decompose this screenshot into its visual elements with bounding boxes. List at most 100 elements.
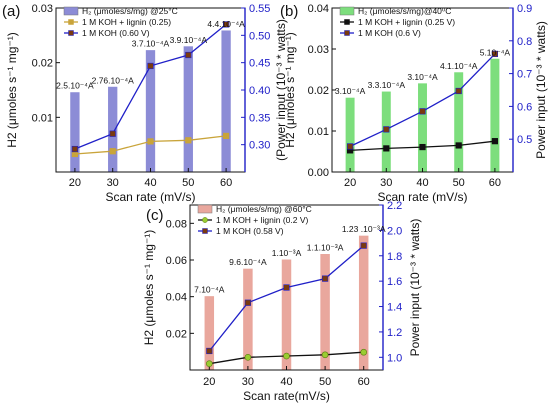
legend-label-series-1: 1 M KOH (0.58 V) — [216, 226, 284, 236]
x-tick-label: 60 — [489, 177, 501, 189]
legend-label-series-1: 1 M KOH (0.60 V) — [82, 28, 150, 38]
y-right-tick-label: 0.6 — [517, 101, 532, 113]
y-right-tick-label: 1.8 — [387, 251, 402, 263]
y-tick-label: 0.04 — [308, 3, 329, 15]
y-tick-label: 0.02 — [32, 58, 53, 70]
y-right-tick-label: 0.7 — [517, 69, 532, 81]
bar-20 — [345, 97, 355, 173]
bar-annotation: 4.4.10⁻⁴A — [207, 19, 245, 29]
bar-annotation: 2.76.10⁻⁴A — [92, 75, 134, 85]
legend-label-series-0: 1 M KOH + lignin (0.2 V) — [216, 215, 309, 225]
y-right-tick-label: 1.2 — [387, 327, 402, 339]
legend-label-bars: H₂ (μmoles/s/mg) @25°C — [82, 6, 178, 16]
series-point — [283, 352, 290, 360]
legend-marker — [202, 217, 208, 223]
y-tick-label: 0.03 — [308, 44, 329, 56]
series-point — [455, 142, 462, 149]
series-point — [185, 137, 192, 144]
panel-label: (a) — [2, 3, 20, 20]
bar-50 — [183, 46, 193, 173]
x-tick-label: 30 — [380, 177, 392, 189]
series-point — [383, 126, 390, 133]
y-tick-label: 0.04 — [166, 292, 187, 304]
bar-annotation: 3.10⁻⁴A — [335, 86, 366, 96]
bar-annotation: 9.6.10⁻⁴A — [229, 257, 267, 267]
legend-marker — [344, 19, 350, 25]
y-right-tick-label: 1.0 — [387, 352, 402, 364]
x-tick-label: 50 — [453, 177, 465, 189]
y-tick-label: 0.08 — [166, 218, 187, 230]
bar-annotation: 3.7.10⁻⁴A — [132, 39, 170, 49]
series-point — [346, 143, 354, 150]
y-right-tick-label: 0.35 — [249, 112, 270, 124]
y-right-tick-label: 1.6 — [387, 276, 402, 288]
x-axis-title: Scan rate (mV/s) — [105, 190, 195, 204]
x-tick-label: 20 — [344, 177, 356, 189]
y-right-tick-label: 2.0 — [387, 225, 402, 237]
y-right-axis-title: Power input (10⁻³ * watts) — [534, 21, 548, 159]
y-right-tick-label: 0.50 — [249, 30, 270, 42]
bar-40 — [418, 83, 427, 173]
y-right-tick-label: 0.45 — [249, 58, 270, 70]
series-point — [419, 108, 426, 115]
legend-marker — [202, 228, 208, 234]
y-right-tick-label: 2.2 — [387, 200, 402, 212]
bar-annotation: 4.1.10⁻⁴A — [440, 61, 478, 71]
x-tick-label: 20 — [69, 177, 81, 189]
bar-60 — [490, 58, 500, 173]
series-point — [244, 299, 252, 306]
series-point — [244, 354, 252, 361]
y-tick-label: 0.03 — [32, 3, 53, 15]
bar-annotation: 2.5.10⁻⁴A — [56, 81, 94, 91]
bar-annotation: 7.10⁻⁴A — [194, 285, 225, 295]
bar-20 — [70, 92, 80, 173]
x-axis-title: Scan rate(mV/s) — [243, 389, 330, 403]
series-point — [419, 143, 426, 151]
series-point — [206, 347, 213, 355]
series-point — [321, 275, 329, 282]
y-right-tick-label: 0.9 — [517, 3, 532, 15]
y-axis-title: H2 (μmoles s⁻¹ mg⁻¹) — [5, 32, 19, 148]
legend-marker — [68, 30, 74, 36]
y-tick-label: 0.06 — [166, 255, 187, 267]
x-tick-label: 60 — [220, 177, 232, 189]
bar-annotation: 3.9.10⁻⁴A — [170, 35, 208, 45]
y-tick-label: 0.02 — [166, 328, 187, 340]
bar-annotation: 1.10⁻³A — [272, 248, 302, 258]
legend-label-bars: H₂ (μmoles/s/mg) @60°C — [216, 204, 312, 214]
series-point — [206, 360, 213, 367]
x-tick-label: 40 — [144, 177, 156, 189]
x-tick-label: 40 — [280, 376, 292, 388]
legend-marker — [344, 30, 350, 36]
series-point — [147, 138, 154, 145]
y-right-tick-label: 0.30 — [249, 140, 270, 152]
bar-60 — [221, 30, 231, 173]
panel-b: 20 30 40 50 60 Scan rate (mV/s) 0.00 0.01 0.02 0.… — [280, 3, 548, 204]
y-axis-title: H2 (μmoles s⁻¹ mg⁻¹) — [142, 230, 156, 346]
series-point — [283, 284, 290, 291]
x-tick-label: 50 — [182, 177, 194, 189]
legend-label-series-0: 1 M KOH + lignin (0.25) — [82, 17, 171, 27]
x-tick-label: 30 — [242, 376, 254, 388]
series-point — [223, 21, 230, 28]
y-right-tick-label: 1.4 — [387, 302, 402, 314]
y-right-tick-label: 0.40 — [249, 85, 270, 97]
y-right-axis-title: (Power input (10⁻³ * watts) — [274, 19, 288, 161]
y-right-tick-label: 0.55 — [249, 3, 270, 15]
bar-annotation: 3.10⁻⁴A — [407, 72, 438, 82]
y-tick-label: 0.02 — [308, 85, 329, 97]
series-point — [455, 87, 462, 95]
legend-label-bars: H₂ (μmoles/s/mg)@40⁰C — [358, 6, 451, 16]
bar-annotation: 1.23 .10⁻³A — [342, 224, 386, 234]
x-tick-label: 60 — [358, 376, 370, 388]
x-axis-title: Scan rate (mV/s) — [377, 190, 467, 204]
panel-a: 20 30 40 50 60 Scan rate (mV/s) 0.01 0.02 0.03 0.… — [2, 3, 288, 204]
y-tick-label: 0.01 — [32, 112, 53, 124]
series-point — [491, 50, 499, 58]
series-point — [491, 138, 499, 145]
bar-annotation: 5.10⁻⁴A — [480, 47, 511, 57]
y-tick-label: 0.00 — [308, 167, 329, 179]
series-point — [109, 130, 116, 137]
series-point — [71, 145, 78, 153]
series-point — [109, 148, 116, 155]
